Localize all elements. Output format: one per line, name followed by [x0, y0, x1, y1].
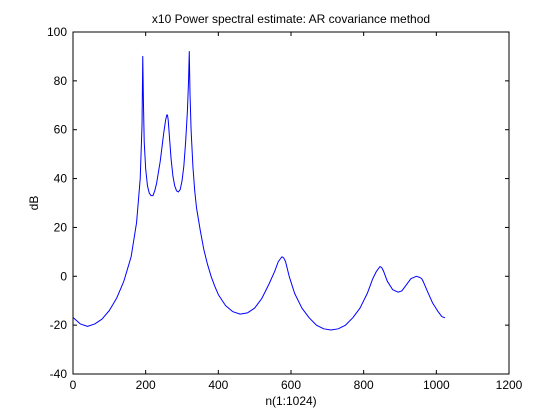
x-tick-label: 1200: [496, 378, 523, 392]
y-tick-label: 20: [54, 220, 68, 234]
y-tick-label: -20: [50, 318, 68, 332]
y-tick-label: 0: [60, 269, 67, 283]
y-tick-label: 80: [54, 74, 68, 88]
y-tick-label: 100: [47, 25, 67, 39]
x-tick-label: 200: [136, 378, 156, 392]
y-tick-labels: -40 -20 0 20 40 60 80 100: [47, 25, 67, 381]
series-line-1: [73, 51, 446, 331]
y-tick-label: 60: [54, 123, 68, 137]
x-tick-label: 1000: [423, 378, 450, 392]
y-tick-label: 40: [54, 172, 68, 186]
plot-area: [72, 31, 510, 375]
axis-ticks: [72, 31, 510, 375]
x-tick-label: 400: [208, 378, 228, 392]
x-tick-label: 600: [281, 378, 301, 392]
y-tick-label: -40: [50, 367, 68, 381]
x-tick-label: 800: [354, 378, 374, 392]
series-layer: [73, 51, 446, 331]
y-axis-label: dB: [27, 196, 41, 211]
x-axis-label: n(1:1024): [265, 394, 316, 408]
x-tick-labels: 0 200 400 600 800 1000 1200: [70, 378, 523, 392]
x-tick-label: 0: [70, 378, 77, 392]
chart-title: x10 Power spectral estimate: AR covarian…: [152, 12, 430, 26]
